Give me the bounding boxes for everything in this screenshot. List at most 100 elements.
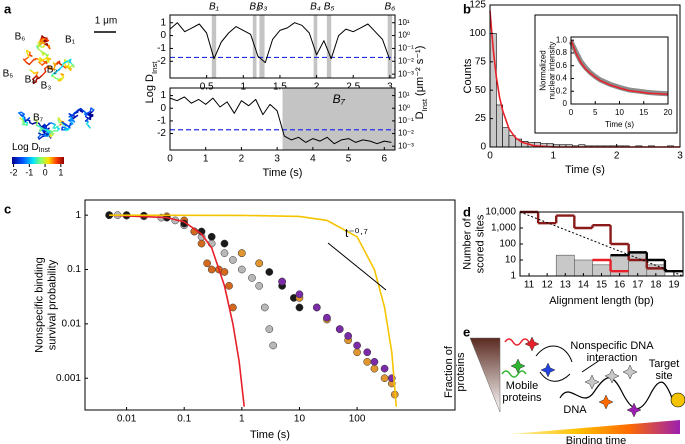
y-axis-label: Log DInst bbox=[144, 61, 159, 104]
y2-tick-label: 10⁻¹ bbox=[398, 44, 414, 53]
x-tick-label: 4 bbox=[310, 154, 316, 165]
point bbox=[353, 341, 361, 350]
point bbox=[323, 313, 331, 322]
y-tick-label: -2 bbox=[157, 128, 166, 139]
x-tick-label: 10 bbox=[615, 108, 624, 117]
x-axis-label: Time (s) bbox=[263, 167, 303, 179]
x-tick-label: 10 bbox=[294, 414, 306, 425]
plot-frame bbox=[84, 199, 456, 411]
y2-axis-label: DInst (μm⁻² s⁻¹) bbox=[414, 46, 429, 120]
diagram-label: site bbox=[655, 370, 672, 382]
point bbox=[237, 249, 246, 257]
band bbox=[211, 15, 217, 78]
x-tick-label: 5 bbox=[346, 154, 352, 165]
fraction-wedge bbox=[469, 337, 501, 413]
slope-indicator bbox=[327, 242, 387, 291]
protein-icon bbox=[604, 368, 620, 384]
curve bbox=[109, 214, 398, 407]
scale-bar-label: 1 μm bbox=[95, 16, 117, 27]
colorbar-tick-label: 0 bbox=[43, 167, 48, 177]
y-axis-label: nuclear intensity bbox=[548, 42, 557, 100]
label-subscript: Inst bbox=[420, 98, 429, 111]
point bbox=[312, 303, 321, 312]
bar bbox=[555, 254, 575, 277]
y-tick-label: 100 bbox=[469, 28, 486, 39]
diagram-label: DNA bbox=[563, 404, 587, 416]
trajectory-segment bbox=[70, 62, 75, 67]
x-axis-label: Time (s) bbox=[250, 429, 290, 441]
point bbox=[380, 364, 389, 373]
plot-frame bbox=[169, 14, 396, 79]
bar bbox=[628, 252, 648, 277]
x-tick-label: 12 bbox=[542, 280, 554, 291]
band-label: B₁ bbox=[209, 2, 219, 13]
trajectory-label: B₃ bbox=[41, 81, 52, 92]
x-tick-label: 1 bbox=[241, 82, 247, 93]
band-label: B₄ bbox=[310, 2, 321, 13]
arrow bbox=[539, 371, 571, 382]
trajectory-segment bbox=[68, 119, 74, 125]
trajectory-segment bbox=[73, 114, 79, 119]
x-tick-label: 0.5 bbox=[200, 82, 214, 93]
x-tick-label: 16 bbox=[614, 280, 626, 291]
point bbox=[237, 265, 246, 274]
x-tick-label: 2 bbox=[239, 154, 245, 165]
diagram-label: interaction bbox=[587, 352, 638, 364]
colorbar bbox=[12, 157, 64, 164]
panel-label: a bbox=[4, 1, 12, 16]
trajectory-segment bbox=[36, 42, 41, 47]
colorbar-label: Log DInst bbox=[12, 142, 50, 155]
y-tick-label: 0 bbox=[563, 99, 568, 108]
trajectory-segment bbox=[42, 60, 48, 65]
point bbox=[260, 303, 269, 312]
y-tick-label: 0.6 bbox=[556, 61, 568, 70]
y-axis-label: Nonspecific binding bbox=[33, 257, 45, 352]
point bbox=[255, 259, 264, 268]
point bbox=[255, 282, 264, 290]
point bbox=[295, 290, 304, 299]
point bbox=[225, 282, 233, 290]
point bbox=[265, 268, 274, 276]
diagram-label: proteins bbox=[455, 352, 467, 392]
curve bbox=[109, 214, 245, 407]
y-axis-label: scored sites bbox=[474, 214, 486, 273]
protein-icon bbox=[524, 336, 540, 352]
trajectory-segment bbox=[38, 61, 43, 66]
y-axis-label: Number of bbox=[461, 217, 473, 269]
point bbox=[380, 374, 389, 383]
x-tick-label: 17 bbox=[632, 280, 644, 291]
band bbox=[326, 15, 332, 78]
inset-frame bbox=[534, 14, 678, 134]
y-tick-label: 0.8 bbox=[556, 48, 568, 57]
plot-frame bbox=[169, 87, 396, 151]
y-axis-label: survival probability bbox=[46, 259, 58, 350]
x-tick-label: 0.01 bbox=[117, 414, 137, 425]
x-tick-label: 0 bbox=[167, 154, 173, 165]
y2-tick-label: 10⁰ bbox=[398, 103, 410, 112]
y-tick-label: 100 bbox=[499, 239, 516, 250]
data-line bbox=[570, 39, 669, 96]
annotation: t⁻⁰·⁷ bbox=[345, 226, 368, 240]
plot-frame bbox=[570, 36, 669, 105]
y2-tick-label: 10⁻³ bbox=[398, 141, 414, 150]
point bbox=[207, 265, 216, 274]
x-axis-label: Alignment length (bp) bbox=[549, 295, 654, 307]
target-site bbox=[670, 392, 685, 408]
trajectory-segment bbox=[35, 124, 42, 128]
y-tick-label: 0.001 bbox=[56, 373, 81, 384]
trajectory-segment bbox=[32, 75, 37, 80]
label-part: (μm⁻² s⁻¹) bbox=[414, 46, 426, 99]
diagram-label: Target bbox=[649, 358, 680, 370]
point bbox=[278, 277, 286, 286]
y-tick-label: 125 bbox=[469, 0, 486, 11]
trajectory-segment bbox=[88, 110, 94, 115]
protein-icon bbox=[598, 394, 614, 410]
colorbar-tick-label: -1 bbox=[25, 167, 33, 177]
point bbox=[248, 274, 256, 282]
y-tick-label: -1 bbox=[157, 43, 166, 54]
x-tick-label: 18 bbox=[650, 280, 662, 291]
trajectory-segment bbox=[33, 118, 37, 122]
label-part: Log D bbox=[144, 74, 156, 103]
y2-tick-label: 10¹ bbox=[398, 91, 410, 100]
trajectory-segment bbox=[41, 71, 47, 76]
